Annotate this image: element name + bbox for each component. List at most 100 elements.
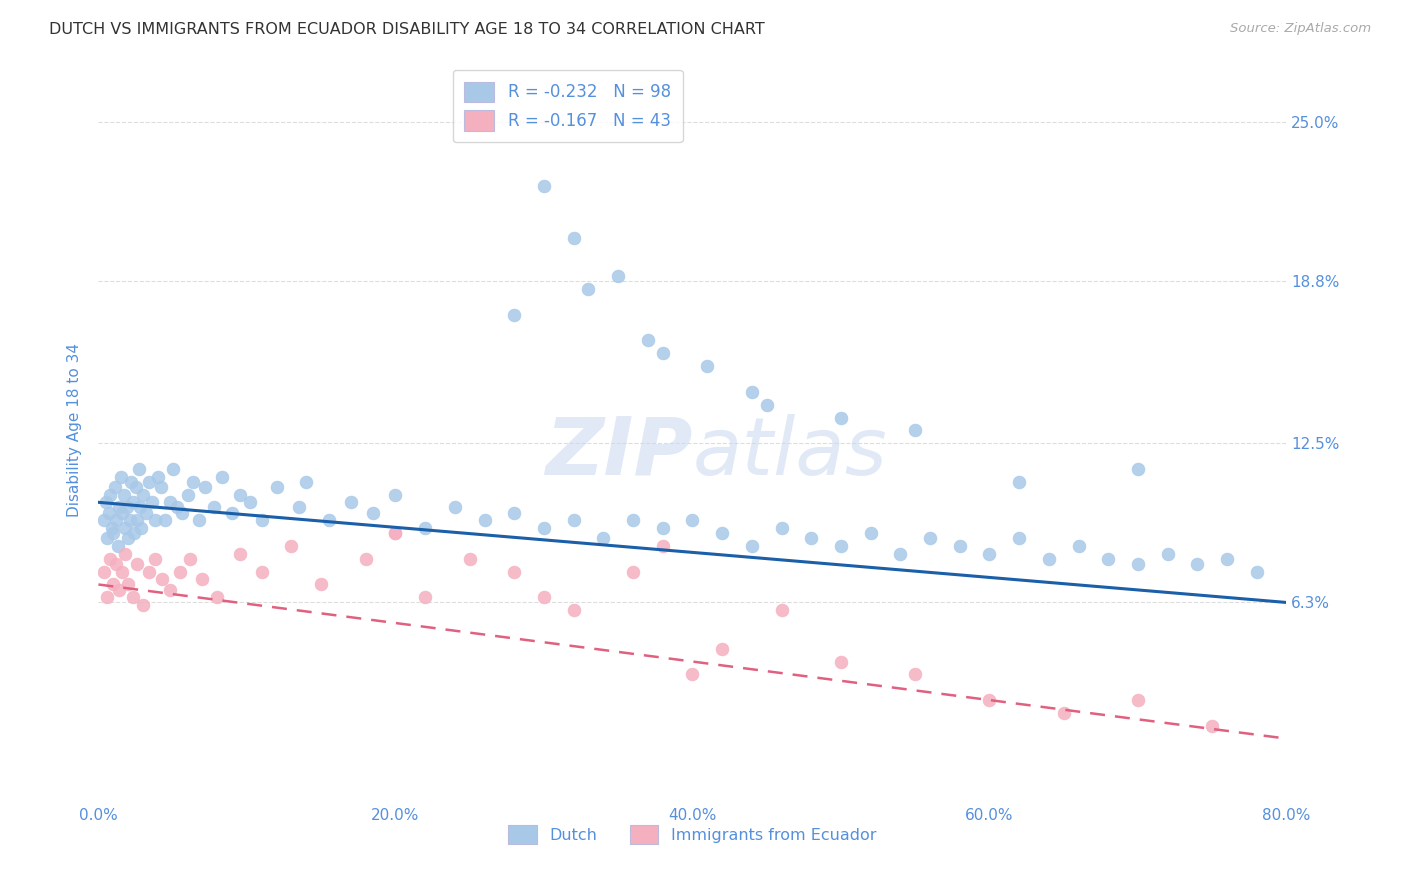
Text: Source: ZipAtlas.com: Source: ZipAtlas.com	[1230, 22, 1371, 36]
Point	[194, 480, 217, 494]
Point	[129, 500, 152, 515]
Point	[107, 539, 129, 553]
Point	[979, 547, 1001, 561]
Point	[384, 526, 406, 541]
Point	[191, 573, 214, 587]
Y-axis label: Disability Age 18 to 34: Disability Age 18 to 34	[67, 343, 83, 517]
Point	[1201, 719, 1223, 733]
Point	[111, 565, 134, 579]
Point	[169, 565, 191, 579]
Point	[146, 469, 169, 483]
Point	[413, 521, 436, 535]
Point	[125, 557, 148, 571]
Point	[266, 480, 288, 494]
Point	[104, 480, 127, 494]
Point	[444, 500, 467, 515]
Text: atlas: atlas	[692, 414, 887, 491]
Point	[131, 521, 153, 535]
Point	[1008, 475, 1031, 489]
Point	[1246, 565, 1268, 579]
Point	[124, 480, 146, 494]
Point	[651, 346, 673, 360]
Point	[96, 591, 118, 605]
Point	[132, 598, 155, 612]
Point	[114, 547, 136, 561]
Point	[128, 462, 150, 476]
Point	[143, 513, 166, 527]
Point	[1187, 557, 1209, 571]
Point	[176, 487, 198, 501]
Point	[309, 577, 332, 591]
Point	[361, 506, 384, 520]
Point	[578, 282, 600, 296]
Point	[621, 565, 644, 579]
Point	[155, 513, 177, 527]
Point	[503, 565, 526, 579]
Point	[132, 487, 155, 501]
Point	[228, 547, 250, 561]
Point	[159, 495, 181, 509]
Point	[340, 495, 363, 509]
Point	[96, 531, 118, 545]
Point	[979, 693, 1001, 707]
Point	[637, 334, 659, 348]
Point	[202, 500, 225, 515]
Point	[384, 526, 406, 541]
Point	[221, 506, 243, 520]
Point	[562, 603, 585, 617]
Point	[207, 591, 229, 605]
Text: DUTCH VS IMMIGRANTS FROM ECUADOR DISABILITY AGE 18 TO 34 CORRELATION CHART: DUTCH VS IMMIGRANTS FROM ECUADOR DISABIL…	[49, 22, 765, 37]
Point	[651, 521, 673, 535]
Point	[474, 513, 496, 527]
Point	[101, 521, 124, 535]
Point	[162, 462, 184, 476]
Point	[93, 513, 115, 527]
Point	[562, 513, 585, 527]
Point	[183, 475, 205, 489]
Point	[138, 565, 160, 579]
Point	[105, 557, 128, 571]
Point	[122, 526, 145, 541]
Point	[93, 565, 115, 579]
Point	[711, 641, 734, 656]
Point	[179, 551, 201, 566]
Point	[904, 667, 927, 681]
Point	[503, 506, 526, 520]
Point	[1126, 557, 1149, 571]
Point	[228, 487, 250, 501]
Point	[117, 531, 139, 545]
Point	[250, 513, 273, 527]
Point	[280, 539, 302, 553]
Point	[166, 500, 188, 515]
Point	[920, 531, 942, 545]
Point	[318, 513, 340, 527]
Point	[135, 506, 157, 520]
Point	[533, 179, 555, 194]
Point	[98, 487, 121, 501]
Point	[696, 359, 718, 374]
Point	[533, 591, 555, 605]
Point	[112, 487, 135, 501]
Point	[118, 513, 141, 527]
Point	[949, 539, 972, 553]
Point	[651, 539, 673, 553]
Point	[1053, 706, 1076, 720]
Point	[143, 551, 166, 566]
Point	[149, 480, 172, 494]
Point	[607, 269, 630, 284]
Point	[1008, 531, 1031, 545]
Point	[103, 526, 125, 541]
Point	[170, 506, 193, 520]
Point	[1216, 551, 1239, 566]
Point	[1067, 539, 1090, 553]
Point	[1126, 693, 1149, 707]
Point	[830, 655, 852, 669]
Point	[150, 573, 173, 587]
Point	[108, 500, 131, 515]
Point	[188, 513, 211, 527]
Point	[117, 577, 139, 591]
Point	[98, 551, 121, 566]
Point	[770, 603, 793, 617]
Point	[755, 398, 778, 412]
Point	[621, 513, 644, 527]
